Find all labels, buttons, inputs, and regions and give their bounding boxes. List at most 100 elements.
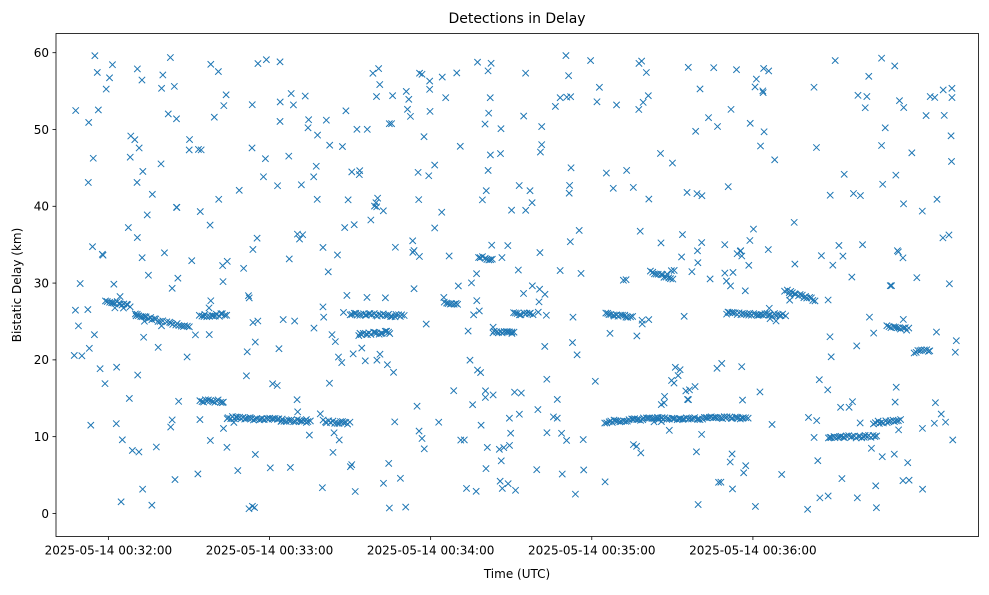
detection-marker [326,141,334,149]
detection-marker [370,202,379,210]
detection-marker [871,433,879,441]
y-tick-label: 40 [34,200,49,214]
detection-marker [515,410,523,418]
detection-marker [376,350,384,358]
detection-marker [197,146,205,154]
detection-marker [298,417,306,426]
detection-marker [285,255,293,263]
detection-marker [756,142,765,150]
detection-marker [88,243,97,251]
detection-marker [622,417,630,425]
detection-marker [568,339,577,347]
detection-marker [426,107,434,115]
detection-marker [511,309,520,317]
detection-marker [558,470,566,478]
detection-marker [715,478,723,486]
detection-marker [335,436,343,444]
detection-marker [276,98,284,106]
detection-marker [706,275,714,283]
detection-marker [334,353,343,361]
detection-marker [304,124,312,132]
detection-marker [947,157,956,165]
detection-marker [657,239,665,247]
detection-marker [726,458,734,466]
detection-marker [85,118,93,126]
detection-marker [688,268,696,276]
detection-marker [398,311,406,319]
detection-marker [508,328,516,336]
detection-marker [139,167,147,175]
detection-marker [481,393,489,401]
detection-marker [892,383,900,391]
detection-marker [738,396,747,404]
detection-marker [324,268,332,276]
detection-marker [746,236,754,245]
detection-marker [118,436,126,444]
detection-marker [623,166,631,174]
detection-marker [759,311,767,319]
detection-marker [306,417,314,425]
detection-marker [835,241,843,250]
detection-marker [591,377,599,385]
detection-marker [207,60,215,68]
detection-marker [158,84,166,92]
detection-marker [248,144,256,152]
detection-marker [248,101,256,109]
detection-marker [861,104,869,112]
detection-marker [89,154,97,162]
detection-marker [692,127,700,135]
detection-marker [376,80,384,89]
detection-marker [612,101,621,109]
detection-marker [113,363,121,371]
detection-marker [684,63,692,71]
detection-marker [562,51,570,60]
x-tick-label: 2025-05-14 00:36:00 [689,544,816,558]
detection-marker [500,443,508,452]
detection-marker [729,268,737,277]
detection-marker [386,330,394,338]
detection-marker [663,270,671,278]
detection-marker [738,363,746,371]
detection-marker [678,230,687,239]
detection-marker [502,328,510,336]
detection-marker [498,254,506,262]
detection-marker [556,94,564,102]
detection-marker [729,309,737,317]
detection-marker [845,403,853,411]
detection-marker [319,243,327,251]
detection-marker [508,206,516,214]
detection-marker [220,102,228,110]
detection-marker [856,419,864,427]
detection-marker [223,311,231,319]
detection-marker [389,92,397,100]
detection-marker [926,92,934,101]
detection-marker [483,443,491,451]
x-axis-label: Time (UTC) [483,567,550,581]
detection-marker [177,322,185,330]
detection-marker [487,59,495,67]
detection-marker [453,69,461,77]
detection-marker [826,333,834,341]
detection-marker [496,477,504,485]
detection-marker [249,318,257,327]
detection-marker [206,436,214,445]
detection-marker [133,178,141,186]
detection-marker [553,414,561,422]
detection-marker [635,105,643,114]
detection-marker [573,351,581,359]
detection-marker [899,200,908,208]
detection-marker [140,333,148,341]
detection-marker [339,308,348,316]
detection-marker [131,136,139,144]
detection-marker [890,450,898,458]
detection-marker [128,446,136,454]
detection-marker [295,235,304,243]
detection-marker [101,297,110,305]
detection-marker [676,366,684,374]
detection-marker [791,260,799,268]
detection-marker [523,309,531,317]
detection-marker [251,338,259,346]
detection-marker [745,261,753,269]
detection-marker [333,251,342,259]
detection-marker [371,328,379,336]
